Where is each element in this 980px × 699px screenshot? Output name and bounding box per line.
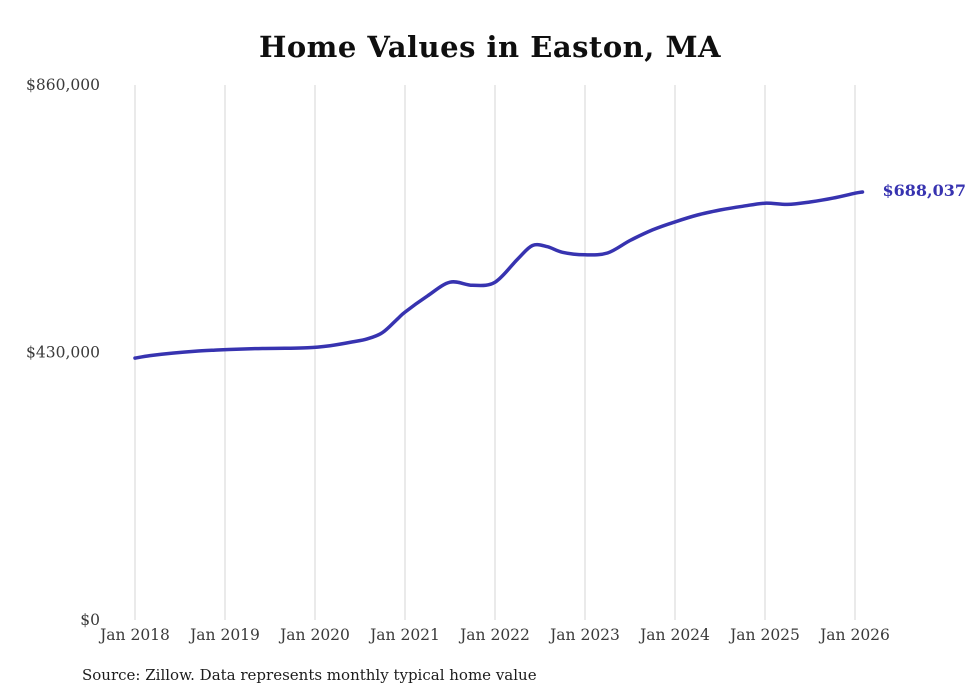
x-tick-label: Jan 2022	[458, 626, 530, 644]
x-tick-label: Jan 2020	[278, 626, 350, 644]
x-tick-label: Jan 2025	[728, 626, 800, 644]
x-tick-label: Jan 2021	[368, 626, 440, 644]
source-note: Source: Zillow. Data represents monthly …	[82, 666, 537, 684]
x-tick-label: Jan 2018	[98, 626, 170, 644]
y-tick-label: $0	[80, 611, 100, 629]
x-tick-label: Jan 2023	[548, 626, 620, 644]
x-tick-label: Jan 2026	[818, 626, 890, 644]
end-value-label: $688,037	[883, 181, 967, 200]
y-tick-label: $860,000	[26, 76, 100, 94]
y-tick-label: $430,000	[26, 344, 100, 362]
x-tick-label: Jan 2024	[638, 626, 710, 644]
x-tick-label: Jan 2019	[188, 626, 260, 644]
home-value-line	[133, 190, 865, 360]
chart-title: Home Values in Easton, MA	[258, 30, 722, 64]
